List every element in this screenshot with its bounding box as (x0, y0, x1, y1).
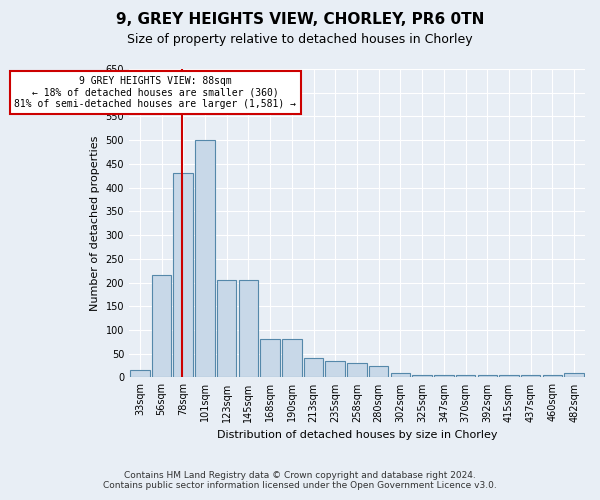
Bar (521, 375, 541, 378)
Y-axis label: Number of detached properties: Number of detached properties (90, 136, 100, 311)
Bar (434, 375, 454, 378)
Bar (347, 363, 367, 378)
Bar (239, 280, 258, 378)
Bar (282, 340, 302, 378)
Bar (542, 375, 562, 378)
Bar (130, 370, 149, 378)
Bar (412, 375, 432, 378)
X-axis label: Distribution of detached houses by size in Chorley: Distribution of detached houses by size … (217, 430, 497, 440)
Bar (304, 358, 323, 378)
Bar (260, 340, 280, 378)
Bar (391, 372, 410, 378)
Bar (217, 280, 236, 378)
Bar (456, 375, 475, 378)
Bar (173, 174, 193, 378)
Text: 9 GREY HEIGHTS VIEW: 88sqm
← 18% of detached houses are smaller (360)
81% of sem: 9 GREY HEIGHTS VIEW: 88sqm ← 18% of deta… (14, 76, 296, 110)
Bar (325, 361, 345, 378)
Bar (499, 375, 519, 378)
Bar (152, 276, 172, 378)
Bar (478, 375, 497, 378)
Bar (369, 366, 388, 378)
Text: 9, GREY HEIGHTS VIEW, CHORLEY, PR6 0TN: 9, GREY HEIGHTS VIEW, CHORLEY, PR6 0TN (116, 12, 484, 28)
Bar (565, 372, 584, 378)
Text: Contains HM Land Registry data © Crown copyright and database right 2024.
Contai: Contains HM Land Registry data © Crown c… (103, 470, 497, 490)
Text: Size of property relative to detached houses in Chorley: Size of property relative to detached ho… (127, 32, 473, 46)
Bar (195, 140, 215, 378)
